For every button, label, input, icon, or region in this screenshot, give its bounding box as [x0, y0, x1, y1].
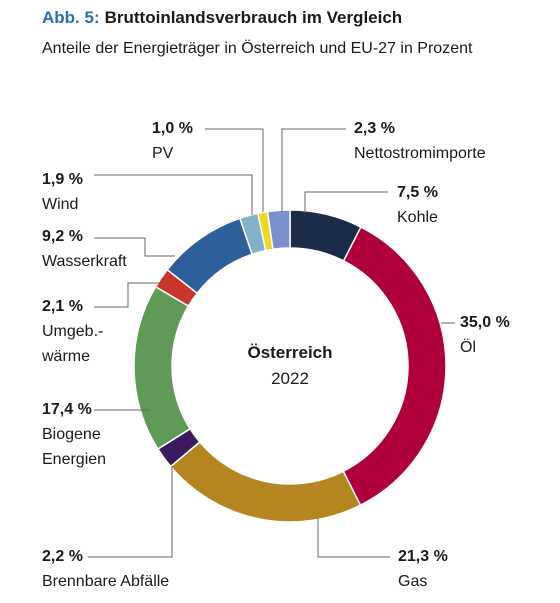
- value-label: 21,3 %: [398, 548, 448, 565]
- value-label: 1,9 %: [42, 171, 83, 188]
- title-prefix: Abb. 5:: [42, 8, 100, 27]
- chart-subtitle: Anteile der Energieträger in Österreich …: [42, 40, 473, 57]
- title-block: Abb. 5: Bruttoinlandsverbrauch im Verglei…: [42, 8, 402, 28]
- category-label: Wasserkraft: [42, 253, 127, 270]
- category-label: Wind: [42, 196, 79, 213]
- category-label: Kohle: [397, 209, 438, 226]
- leader-line: [317, 518, 390, 558]
- value-label: 7,5 %: [397, 184, 438, 201]
- category-label: Umgeb.- wärme: [42, 323, 104, 365]
- value-label: 2,1 %: [42, 298, 83, 315]
- value-label: 17,4 %: [42, 401, 92, 418]
- chart-title: Bruttoinlandsverbrauch im Vergleich: [104, 8, 403, 27]
- value-label: 1,0 %: [152, 120, 193, 137]
- center-subtitle: 2022: [271, 369, 309, 388]
- value-label: 2,2 %: [42, 548, 83, 565]
- category-label: Öl: [460, 339, 476, 356]
- leader-line: [304, 191, 388, 213]
- leader-line: [205, 128, 264, 212]
- category-label: Brennbare Abfälle: [42, 573, 170, 590]
- donut-slice: [169, 440, 362, 523]
- leader-line: [88, 466, 173, 558]
- category-label: Biogene Energien: [42, 426, 107, 468]
- donut-slice: [342, 226, 447, 507]
- leader-line: [94, 282, 160, 308]
- value-label: 2,3 %: [354, 120, 395, 137]
- center-title: Österreich: [247, 343, 333, 362]
- value-label: 9,2 %: [42, 228, 83, 245]
- category-label: Nettostromimporte: [354, 145, 486, 162]
- category-label: Gas: [398, 573, 428, 590]
- category-label: PV: [152, 145, 174, 162]
- leader-line: [94, 237, 175, 257]
- value-label: 35,0 %: [460, 314, 510, 331]
- donut-slice: [133, 285, 192, 451]
- donut-slice: [266, 209, 291, 251]
- leader-line: [94, 174, 253, 215]
- leader-line: [281, 128, 346, 212]
